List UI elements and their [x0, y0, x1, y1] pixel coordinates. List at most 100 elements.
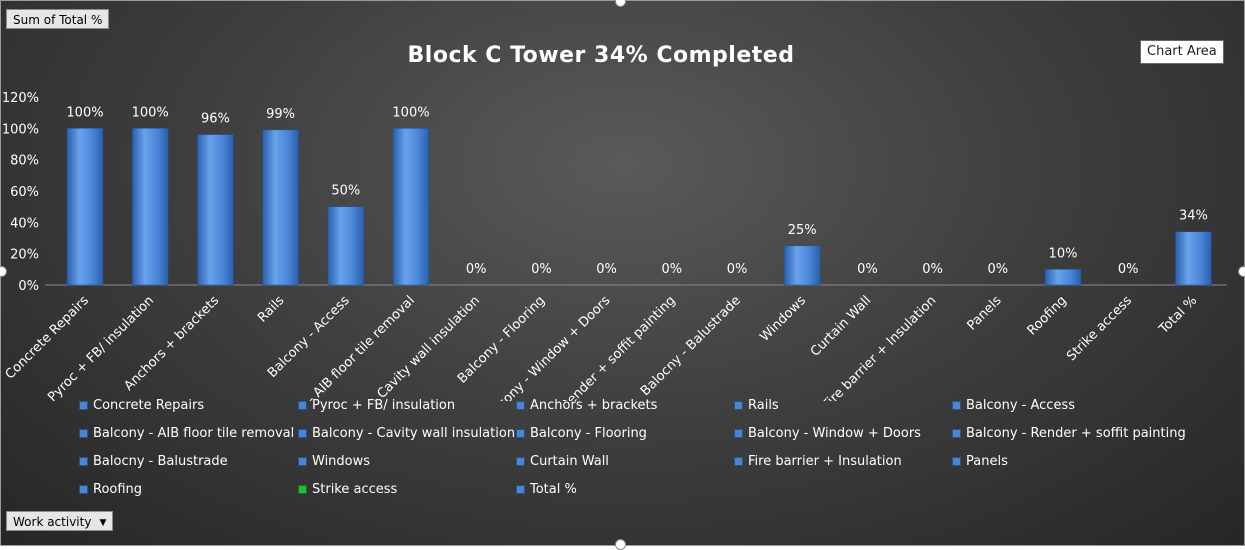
- legend-item[interactable]: Total %: [516, 480, 734, 498]
- legend-item[interactable]: Balcony - Window + Doors: [734, 424, 952, 442]
- data-label: 50%: [331, 184, 360, 199]
- bar[interactable]: [262, 129, 299, 286]
- data-label: 0%: [531, 262, 552, 277]
- values-field-label: Sum of Total %: [13, 13, 103, 27]
- x-tick-label: Fire barrier + Insulation: [820, 293, 939, 401]
- legend-label: Strike access: [312, 481, 398, 497]
- data-label: 0%: [661, 262, 682, 277]
- dropdown-arrow-icon[interactable]: ▼: [99, 517, 107, 528]
- legend-swatch-icon: [952, 456, 961, 466]
- y-tick-label: 60%: [10, 185, 39, 200]
- legend-swatch-icon: [516, 428, 525, 438]
- legend-item[interactable]: Balcony - Cavity wall insulation: [298, 424, 516, 442]
- bar[interactable]: [783, 245, 821, 286]
- values-field-button[interactable]: Sum of Total %: [6, 9, 110, 29]
- legend-label: Windows: [312, 453, 371, 469]
- legend-swatch-icon: [952, 428, 961, 438]
- legend-item[interactable]: Balcony - Flooring: [516, 424, 734, 442]
- legend-swatch-icon: [516, 456, 525, 466]
- legend-swatch-icon: [516, 400, 525, 410]
- legend-label: Concrete Repairs: [93, 397, 205, 413]
- legend-swatch-icon: [516, 484, 525, 494]
- bar[interactable]: [392, 128, 430, 286]
- legend-swatch-icon: [79, 456, 88, 466]
- x-tick-label: Roofing: [1025, 293, 1070, 338]
- bar[interactable]: [1175, 231, 1212, 286]
- legend-label: Pyroc + FB/ insulation: [312, 397, 456, 413]
- bar[interactable]: [197, 134, 234, 286]
- data-label: 99%: [266, 107, 295, 122]
- legend-swatch-icon: [298, 428, 307, 438]
- y-tick-label: 0%: [18, 279, 39, 294]
- data-label: 10%: [1049, 246, 1078, 261]
- legend-item[interactable]: Fire barrier + Insulation: [734, 452, 952, 470]
- y-tick-label: 40%: [10, 216, 39, 231]
- resize-handle-left[interactable]: [0, 266, 7, 277]
- data-label: 34%: [1179, 209, 1208, 224]
- legend-label: Balcony - Window + Doors: [748, 425, 921, 441]
- legend-label: Balcony - Flooring: [530, 425, 647, 441]
- legend-item[interactable]: Windows: [298, 452, 516, 470]
- legend-swatch-icon: [734, 428, 743, 438]
- data-label: 0%: [987, 262, 1008, 277]
- resize-handle-right[interactable]: [1238, 266, 1245, 277]
- legend-item[interactable]: Balcony - AIB floor tile removal: [79, 424, 298, 442]
- legend-item[interactable]: Pyroc + FB/ insulation: [298, 396, 516, 414]
- axis-field-button[interactable]: Work activity ▼: [6, 511, 114, 531]
- bar[interactable]: [327, 206, 365, 286]
- y-tick-label: 80%: [10, 154, 39, 169]
- legend-label: Balcony - Cavity wall insulation: [312, 425, 516, 441]
- legend-item[interactable]: Balcony - Access: [952, 396, 1202, 414]
- legend-label: Balcony - Access: [966, 397, 1075, 413]
- chart-plot: 0% 20% 40% 60% 80% 100% 120% 100% 100% 96% 99% 50%…: [2, 91, 1227, 401]
- legend-label: Balocny - Balustrade: [93, 453, 228, 469]
- data-label: 0%: [857, 262, 878, 277]
- x-tick-label: Windows: [757, 293, 809, 345]
- data-label: 96%: [201, 112, 230, 127]
- legend-swatch-icon: [952, 400, 961, 410]
- legend-label: Anchors + brackets: [530, 397, 658, 413]
- data-label: 100%: [132, 105, 169, 120]
- legend-item[interactable]: Concrete Repairs: [79, 396, 298, 414]
- x-tick-label: Total %: [1156, 293, 1200, 337]
- legend-item[interactable]: Rails: [734, 396, 952, 414]
- legend-item[interactable]: Curtain Wall: [516, 452, 734, 470]
- legend-swatch-icon: [79, 400, 88, 410]
- bar[interactable]: [66, 128, 104, 286]
- data-label: 25%: [788, 223, 817, 238]
- legend-item[interactable]: Anchors + brackets: [516, 396, 734, 414]
- legend-label: Balcony - AIB floor tile removal: [93, 425, 295, 441]
- legend-label: Fire barrier + Insulation: [748, 453, 902, 469]
- data-label: 100%: [66, 105, 103, 120]
- axis-field-label: Work activity: [13, 515, 92, 529]
- chart-legend[interactable]: Concrete Repairs Pyroc + FB/ insulation An…: [79, 396, 1229, 498]
- legend-item[interactable]: Strike access: [298, 480, 516, 498]
- bar[interactable]: [131, 128, 169, 286]
- legend-item[interactable]: Roofing: [79, 480, 298, 498]
- resize-handle-top[interactable]: [615, 0, 626, 7]
- legend-label: Balcony - Render + soffit painting: [966, 425, 1186, 441]
- x-tick-label: Curtain Wall: [808, 293, 874, 359]
- chart-area-tooltip: Chart Area: [1140, 40, 1224, 64]
- legend-item[interactable]: Panels: [952, 452, 1202, 470]
- y-tick-label: 120%: [2, 91, 39, 106]
- resize-handle-bottom[interactable]: [615, 539, 626, 550]
- data-label: 0%: [466, 262, 487, 277]
- chart-title: Block C Tower 34% Completed: [407, 43, 795, 68]
- x-tick-label: Panels: [964, 293, 1004, 333]
- legend-swatch-icon: [298, 400, 307, 410]
- data-label: 100%: [392, 105, 429, 120]
- bar[interactable]: [1044, 269, 1082, 286]
- x-tick-label: Rails: [255, 293, 287, 325]
- legend-item[interactable]: Balocny - Balustrade: [79, 452, 298, 470]
- legend-label: Total %: [530, 481, 577, 497]
- legend-swatch-icon: [298, 484, 307, 494]
- data-label: 0%: [1118, 262, 1139, 277]
- legend-swatch-icon: [79, 484, 88, 494]
- legend-label: Curtain Wall: [530, 453, 609, 469]
- legend-swatch-icon: [734, 456, 743, 466]
- legend-swatch-icon: [734, 400, 743, 410]
- data-label: 0%: [922, 262, 943, 277]
- legend-item[interactable]: Balcony - Render + soffit painting: [952, 424, 1202, 442]
